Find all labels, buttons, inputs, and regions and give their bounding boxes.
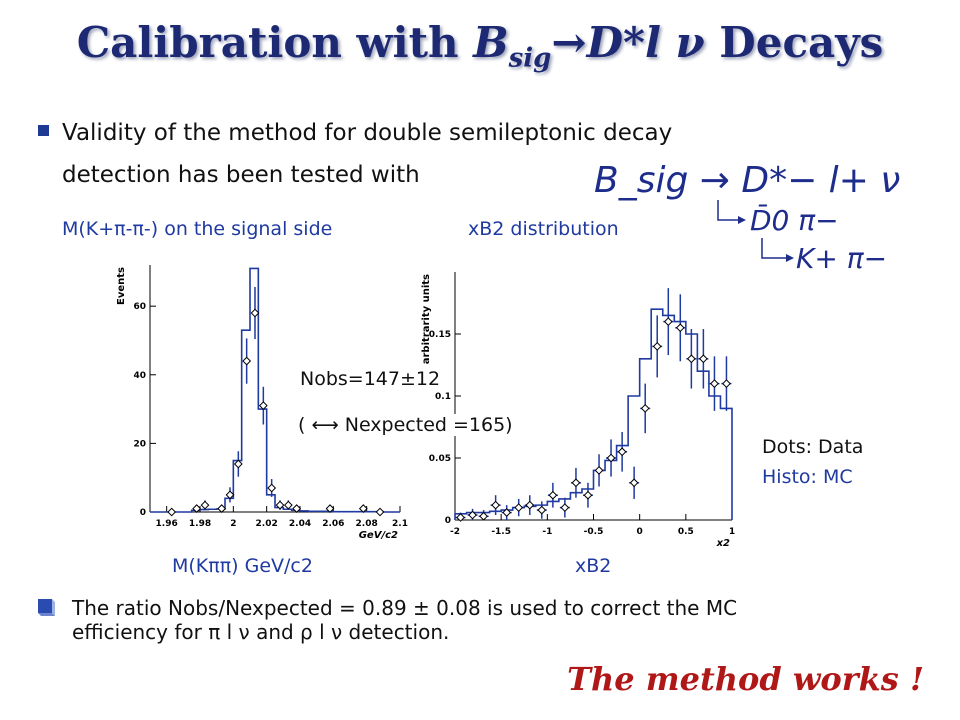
intro-line-2: detection has been tested with	[62, 162, 420, 188]
data-point	[225, 490, 235, 500]
data-point	[167, 507, 177, 517]
x-axis-title: GeV/c2	[359, 530, 398, 541]
y-tick-label: 0	[445, 516, 451, 526]
data-point	[325, 504, 335, 513]
y-tick-label: 20	[133, 439, 146, 449]
x-tick-label: 2	[230, 519, 236, 529]
intro-text: Validity of the method for double semile…	[62, 112, 842, 196]
data-point	[710, 379, 719, 388]
data-point	[675, 323, 685, 333]
arrow-2-head-icon	[786, 254, 794, 262]
data-point	[192, 504, 202, 513]
page-title: Calibration with Bsig→D*l ν Decays	[76, 18, 884, 74]
x-tick-label: 1	[729, 527, 735, 537]
x-tick-label: 1.96	[156, 519, 178, 529]
data-point	[200, 500, 210, 510]
data-point	[514, 503, 524, 512]
left-plot-label: M(K+π-π-) on the signal side	[62, 218, 333, 240]
data-point	[456, 513, 465, 522]
decay-step-1: D̄0 π−	[750, 203, 839, 237]
data-point	[502, 508, 512, 517]
x-tick-label: 0.5	[678, 527, 694, 537]
conclusion-text: The method works !	[567, 660, 924, 698]
nexpected-annotation: ( ⟷ Nexpected =165)	[294, 414, 517, 436]
data-point	[640, 404, 650, 413]
data-point	[537, 505, 547, 515]
data-point	[292, 504, 302, 513]
x-tick-label: 1.98	[189, 519, 211, 529]
ratio-text: The ratio Nobs/Nexpected = 0.89 ± 0.08 i…	[72, 596, 892, 644]
data-point	[491, 500, 501, 510]
x-tick-label: 2.1	[392, 519, 408, 529]
ratio-line-1: The ratio Nobs/Nexpected = 0.89 ± 0.08 i…	[72, 596, 738, 620]
data-point	[686, 354, 696, 364]
x-tick-label: -1.5	[491, 527, 511, 537]
data-point	[560, 503, 570, 512]
decay-step-2: K+ π−	[796, 242, 887, 275]
data-point	[652, 342, 662, 351]
y-tick-label: 0.15	[429, 330, 451, 340]
data-point	[479, 511, 489, 521]
data-point	[629, 478, 639, 488]
mass-histogram-chart: 1.96 1.98 2 2.02 2.04 2.06 2.08 2.1 0 20 40 60 GeV/c…	[100, 255, 410, 545]
data-point	[606, 453, 616, 463]
data-point	[233, 459, 243, 469]
x-tick-label: 2.04	[289, 519, 311, 529]
data-point	[468, 510, 477, 520]
x-tick-label: -0.5	[584, 527, 604, 537]
data-point	[698, 354, 708, 364]
arrow-2-icon	[761, 238, 786, 259]
mc-histogram-series	[150, 267, 400, 513]
legend: Dots: Data Histo: MC	[762, 432, 863, 492]
data-point	[617, 447, 627, 457]
arrow-1-head-icon	[738, 216, 746, 224]
decay-chain-drawing: B_sig → D*− l+ ν D̄0 π− K+ π−	[594, 160, 900, 275]
decay-chain: B_sig → D*− l+ ν D̄0 π− K+ π−	[590, 150, 920, 280]
data-point	[548, 490, 558, 500]
data-point	[375, 507, 385, 517]
data-point	[594, 466, 604, 475]
legend-dots: Dots: Data	[762, 436, 864, 458]
data-point	[358, 504, 368, 513]
data-point	[258, 401, 268, 411]
right-xaxis-caption: xB2	[575, 555, 612, 577]
data-point	[663, 317, 673, 326]
y-axis-title: Events	[116, 267, 127, 305]
x-tick-label: 2.08	[356, 519, 378, 529]
mc-histogram-series	[454, 308, 733, 520]
x-axis-title: x2	[716, 538, 730, 549]
data-point	[283, 500, 293, 510]
ratio-line-2: efficiency for π l ν and ρ l ν detection…	[72, 620, 450, 644]
intro-line-1: Validity of the method for double semile…	[62, 120, 673, 146]
data-point	[571, 478, 581, 488]
x-tick-label: 0	[637, 527, 643, 537]
x-tick-label: -2	[450, 527, 460, 537]
data-point	[242, 356, 252, 366]
y-tick-label: 0.05	[429, 454, 451, 464]
data-point	[722, 379, 731, 388]
y-tick-label: 0	[140, 508, 146, 518]
left-xaxis-caption: M(Kππ) GeV/c2	[172, 555, 313, 577]
y-tick-label: 40	[133, 371, 146, 381]
data-point	[583, 490, 593, 500]
nobs-annotation: Nobs=147±12	[300, 368, 441, 390]
y-tick-label: 0.1	[435, 392, 451, 402]
decay-main: B_sig → D*− l+ ν	[594, 160, 900, 201]
arrow-bullet-icon	[38, 599, 55, 616]
y-tick-label: 60	[133, 302, 146, 312]
data-point	[250, 308, 260, 318]
legend-histo: Histo: MC	[762, 466, 853, 488]
right-plot-label: xB2 distribution	[468, 218, 619, 240]
data-point	[275, 500, 285, 510]
bullet-icon	[38, 125, 49, 136]
x-tick-label: -1	[542, 527, 552, 537]
data-point	[217, 504, 227, 513]
x2-distribution-chart: -2 -1.5 -1 -0.5 0 0.5 1 0 0.05 0.1 0.15 x2 arbitrari…	[420, 262, 750, 552]
y-axis-title: arbitrarity units	[421, 274, 432, 364]
x-tick-label: 2.06	[322, 519, 344, 529]
data-point	[525, 500, 535, 510]
arrow-1-icon	[717, 200, 738, 221]
x-tick-label: 2.02	[256, 519, 278, 529]
data-point	[267, 483, 277, 493]
